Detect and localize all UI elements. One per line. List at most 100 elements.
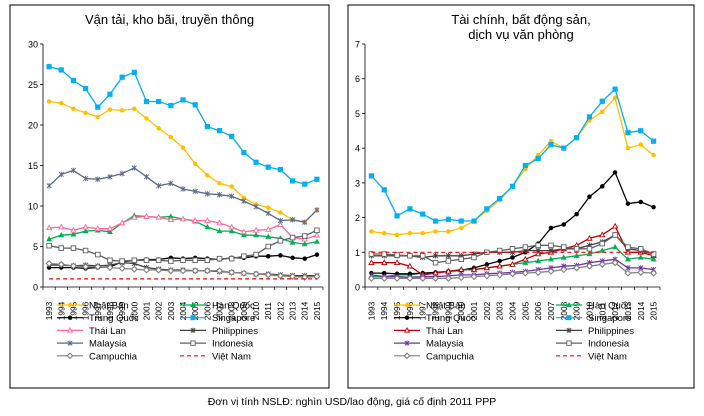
y-tick-label: 15 xyxy=(28,161,38,171)
legend-label: Việt Nam xyxy=(588,351,627,362)
y-tick-label: 10 xyxy=(28,202,38,212)
data-point xyxy=(215,267,224,275)
data-point xyxy=(289,178,296,184)
data-point xyxy=(625,145,631,151)
data-point xyxy=(253,159,259,165)
data-point xyxy=(302,256,307,261)
data-point xyxy=(71,106,76,112)
data-point xyxy=(368,173,375,179)
legend-label: Nhật Bản xyxy=(89,301,129,312)
data-point xyxy=(314,227,320,234)
data-point xyxy=(509,260,516,267)
data-point xyxy=(229,184,234,189)
data-point xyxy=(70,245,77,251)
data-point xyxy=(599,231,606,238)
data-point xyxy=(131,165,137,171)
data-point xyxy=(180,145,186,150)
data-point xyxy=(419,274,427,282)
data-point xyxy=(407,230,413,236)
x-tick-label: 2000 xyxy=(456,301,466,320)
data-point xyxy=(471,254,477,261)
data-point xyxy=(168,102,174,109)
legend-marker xyxy=(566,340,572,346)
data-point xyxy=(132,106,137,112)
data-point xyxy=(394,213,400,219)
data-point xyxy=(535,257,542,264)
x-tick-label: 1998 xyxy=(105,301,115,320)
data-point xyxy=(612,95,618,101)
data-point xyxy=(419,253,426,259)
data-point xyxy=(289,234,296,241)
data-point xyxy=(228,227,235,234)
data-point xyxy=(381,251,387,257)
data-point xyxy=(445,258,452,264)
data-point xyxy=(241,198,247,204)
data-point xyxy=(497,258,502,264)
data-point xyxy=(59,100,64,106)
data-point xyxy=(278,253,283,258)
data-point xyxy=(118,219,126,226)
data-point xyxy=(369,229,374,234)
data-point xyxy=(252,270,260,278)
data-point xyxy=(432,259,439,266)
legend-marker xyxy=(566,315,572,321)
y-tick-label: 30 xyxy=(28,40,38,50)
data-point xyxy=(107,107,113,112)
data-point xyxy=(228,255,235,262)
y-tick-label: 0 xyxy=(33,283,38,293)
data-point xyxy=(548,142,554,148)
x-tick-label: 2009 xyxy=(239,301,249,320)
data-point xyxy=(367,274,375,282)
data-point xyxy=(574,211,579,217)
data-point xyxy=(560,254,567,260)
data-point xyxy=(107,257,113,264)
x-tick-label: 2014 xyxy=(300,301,310,320)
data-point xyxy=(573,246,580,252)
data-point xyxy=(314,207,320,213)
data-point xyxy=(168,180,174,187)
data-point xyxy=(156,98,162,105)
data-point xyxy=(265,226,272,232)
legend-label: Campuchia xyxy=(89,351,138,362)
data-point xyxy=(407,253,413,259)
data-point xyxy=(458,256,464,262)
y-tick-label: 6 xyxy=(355,74,360,84)
legend-label: Campuchia xyxy=(426,351,475,362)
data-point xyxy=(228,268,236,276)
data-point xyxy=(119,170,125,177)
data-point xyxy=(143,98,150,105)
data-point xyxy=(192,102,198,108)
data-point xyxy=(204,223,211,230)
data-point xyxy=(205,172,210,178)
data-point xyxy=(83,85,89,92)
data-point xyxy=(393,274,401,282)
x-tick-label: 2003 xyxy=(495,301,505,320)
x-tick-label: 1995 xyxy=(392,301,402,320)
data-point xyxy=(119,108,125,113)
data-point xyxy=(106,225,114,231)
data-point xyxy=(131,213,138,220)
data-point xyxy=(46,182,52,189)
data-point xyxy=(277,221,284,227)
data-point xyxy=(612,232,618,238)
legend-label: Malaysia xyxy=(426,339,464,350)
data-point xyxy=(522,162,528,169)
chart-panel-2: Tài chính, bất động sản,dịch vụ văn phòn… xyxy=(347,4,695,389)
x-tick-label: 2007 xyxy=(215,301,225,320)
data-point xyxy=(167,267,175,275)
data-point xyxy=(381,259,388,265)
data-point xyxy=(535,242,541,249)
data-point xyxy=(58,245,65,251)
data-point xyxy=(265,205,271,210)
data-point xyxy=(155,213,162,220)
legend-label: Philippines xyxy=(588,326,634,337)
data-point xyxy=(484,206,490,212)
data-point xyxy=(46,99,52,104)
data-point xyxy=(131,257,138,264)
x-tick-label: 1993 xyxy=(366,301,376,320)
data-point xyxy=(229,193,235,200)
data-point xyxy=(521,269,529,277)
legend-label: Trung Quốc xyxy=(89,313,139,324)
data-point xyxy=(314,176,320,182)
data-point xyxy=(651,152,656,158)
